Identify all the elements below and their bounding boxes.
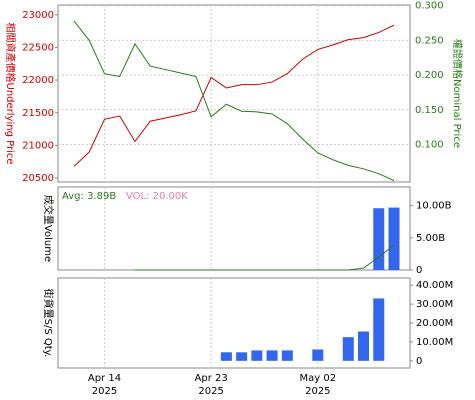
y-tick-label: 23000 [22,10,54,21]
bar [236,352,248,361]
bar [373,208,385,270]
bar [312,349,324,361]
y2-tick-label: 0.200 [415,70,444,81]
y2-axis-label: 權證價格Nominal Price [451,39,464,148]
bar [373,298,385,361]
y2-tick-label: 0.300 [415,1,444,12]
y2-tick-label: 0.250 [415,35,444,46]
bar [251,350,263,361]
y-tick-label: 40.00M [416,280,453,291]
y2-tick-label: 0.100 [415,140,444,151]
y-tick-label: 10.00B [416,201,452,212]
y-tick-label: 20500 [22,173,54,184]
line-series [73,24,395,167]
y-tick-label: 30.00M [416,299,453,310]
x-tick-label: Apr 23 2025 [195,373,228,397]
bar [220,352,232,361]
bar [342,337,354,361]
bar [388,207,400,270]
y-tick-label: 0 [416,265,422,276]
bar [358,331,370,361]
y-axis-label: 街貨量S/S Qty. [42,289,55,358]
x-tick-label: Apr 14 2025 [88,373,121,397]
line-series [134,244,395,271]
plot-frame [57,277,411,369]
annotation: VOL: 20.00K [126,191,188,202]
bar [281,350,293,361]
annotation: Avg: 3.89B [62,191,116,202]
y-axis-label: 相關資產價格Underlying Price [4,22,17,164]
y-tick-label: 21500 [22,108,54,119]
y-axis-label: 成交量Volume [42,195,55,262]
y2-tick-label: 0.150 [415,105,444,116]
y-tick-label: 21000 [22,140,54,151]
y-tick-label: 5.00B [416,233,445,244]
y-tick-label: 0 [416,356,422,367]
x-tick-label: May 02 2025 [300,373,337,397]
plot-frame [57,4,411,183]
y-tick-label: 20.00M [416,318,453,329]
y-tick-label: 22000 [22,75,54,86]
y-tick-label: 10.00M [416,337,453,348]
line-series [73,20,395,182]
bar [266,350,278,361]
y-tick-label: 22500 [22,42,54,53]
